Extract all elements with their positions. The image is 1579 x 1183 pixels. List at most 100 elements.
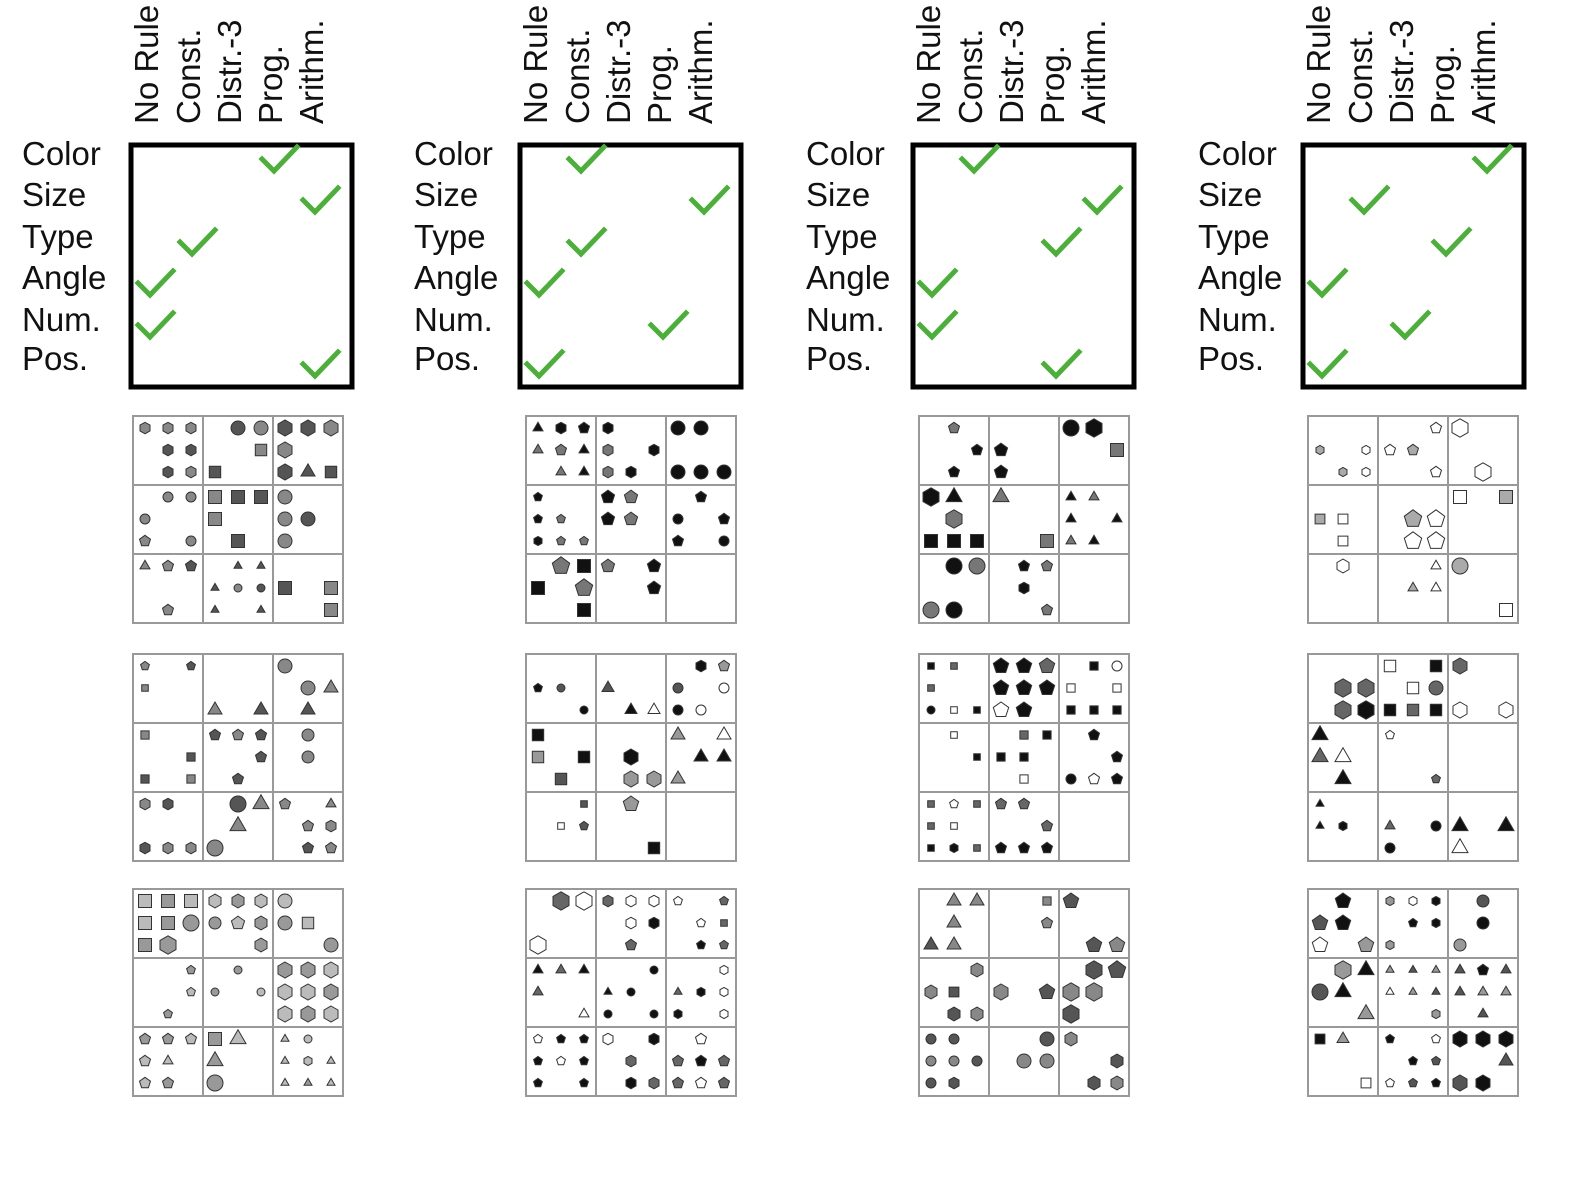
rule-column-label: Arithm.	[1075, 19, 1112, 124]
square-shape	[1314, 1033, 1326, 1045]
square-shape	[973, 706, 981, 714]
square-shape	[324, 603, 338, 617]
triangle-shape	[946, 936, 962, 950]
hexagon-shape	[1110, 1053, 1124, 1069]
triangle-shape	[326, 1077, 336, 1086]
hexagon-shape	[325, 819, 337, 833]
circle-shape	[948, 1033, 960, 1045]
hexagon-shape	[162, 797, 174, 811]
circle-shape	[162, 491, 174, 503]
triangle-shape	[210, 582, 220, 591]
circle-shape	[1039, 1053, 1055, 1069]
circle-shape	[139, 513, 151, 525]
circle-shape	[1451, 557, 1469, 575]
circle-shape	[206, 839, 224, 857]
check-icon	[1471, 143, 1514, 175]
rule-column-label: Const.	[170, 29, 207, 124]
pentagon-shape	[600, 558, 616, 573]
hexagon-shape	[1475, 1030, 1491, 1048]
square-shape	[301, 916, 315, 930]
pentagon-shape	[1403, 509, 1423, 527]
square-shape	[1499, 603, 1513, 617]
hexagon-shape	[1085, 960, 1103, 980]
panel-1: No Rule Const. Distr.-3 Prog. Arithm. Color Si…	[22, 5, 355, 390]
square-shape	[947, 534, 961, 548]
hexagon-shape	[139, 797, 151, 811]
hexagon-shape	[970, 1006, 984, 1022]
pentagon-shape	[1110, 750, 1124, 763]
rule-column-label: Arithm.	[293, 19, 330, 124]
circle-shape	[182, 914, 200, 932]
pentagon-shape	[947, 421, 961, 434]
circle-shape	[718, 535, 730, 547]
check-icon	[916, 267, 959, 299]
attribute-row-label: Pos.	[414, 340, 480, 377]
hexagon-shape	[277, 961, 293, 979]
pentagon-shape	[1017, 797, 1031, 810]
triangle-shape	[325, 797, 337, 808]
hexagon-shape	[300, 419, 316, 437]
hexagon-shape	[673, 1008, 683, 1020]
hexagon-shape	[646, 770, 662, 788]
pentagon-shape	[1087, 772, 1101, 785]
triangle-shape	[1500, 985, 1512, 996]
attribute-row-label: Type	[1198, 218, 1270, 255]
pentagon-shape	[970, 443, 984, 456]
pentagon-shape	[719, 895, 729, 906]
triangle-shape	[1431, 964, 1441, 973]
hexagon-shape	[602, 1032, 614, 1046]
circle-shape	[230, 420, 246, 436]
circle-shape	[1039, 1031, 1055, 1047]
triangle-shape	[252, 793, 270, 810]
hexagon-shape	[648, 916, 660, 930]
triangle-shape	[326, 1055, 336, 1064]
pentagon-shape	[1015, 657, 1033, 673]
pentagon-shape	[1406, 443, 1420, 456]
circle-shape	[693, 420, 709, 436]
check-icon	[1040, 226, 1083, 258]
circle-shape	[233, 965, 243, 975]
triangle-shape	[1500, 963, 1512, 974]
hexagon-shape	[696, 986, 706, 998]
circle-shape	[670, 464, 686, 480]
square-shape	[927, 844, 935, 852]
pentagon-shape	[324, 841, 338, 854]
pentagon-shape	[556, 513, 566, 524]
triangle-shape	[1311, 724, 1329, 741]
triangle-shape	[1385, 986, 1395, 995]
check-icon	[1306, 267, 1349, 299]
pentagon-shape	[579, 1077, 589, 1088]
circle-shape	[208, 916, 222, 930]
hexagon-shape	[602, 443, 614, 457]
pentagon-shape	[186, 660, 196, 671]
pentagon-shape	[1334, 914, 1352, 930]
attribute-row-label: Num.	[22, 301, 101, 338]
hexagon-shape	[1334, 678, 1352, 698]
circle-shape	[1311, 983, 1329, 1001]
triangle-shape	[969, 892, 985, 906]
hexagon-shape	[1431, 895, 1441, 907]
hexagon-shape	[1385, 939, 1395, 951]
square-shape	[1019, 774, 1029, 784]
hexagon-shape	[1452, 1030, 1468, 1048]
square-shape	[1453, 490, 1467, 504]
pentagon-shape	[1426, 509, 1446, 527]
example-matrix	[1307, 415, 1519, 624]
square-shape	[1499, 490, 1513, 504]
panel-2: No Rule Const. Distr.-3 Prog. Arithm. Color Si…	[414, 5, 744, 390]
hexagon-shape	[1452, 657, 1468, 675]
triangle-shape	[1407, 581, 1419, 592]
hexagon-shape	[555, 421, 567, 435]
triangle-shape	[1451, 815, 1469, 832]
check-icon	[1306, 348, 1349, 380]
pentagon-shape	[1383, 443, 1397, 456]
rule-column-label: No Rule	[910, 5, 947, 124]
pentagon-shape	[574, 578, 594, 596]
pentagon-shape	[1040, 841, 1054, 854]
hexagon-shape	[1315, 444, 1325, 456]
pentagon-shape	[1429, 421, 1443, 434]
attribute-row-label: Size	[806, 176, 870, 213]
square-shape	[208, 490, 222, 504]
pentagon-shape	[556, 535, 566, 546]
circle-shape	[693, 464, 709, 480]
